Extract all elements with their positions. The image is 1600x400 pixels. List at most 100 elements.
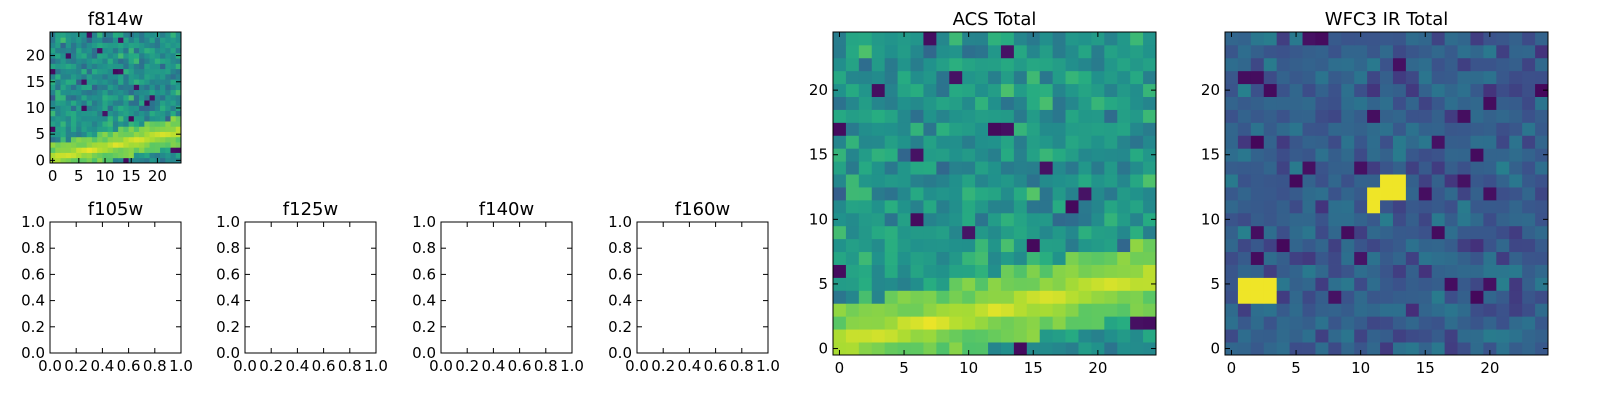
- heatmap-cell: [1104, 277, 1118, 291]
- heatmap-cell: [1380, 199, 1394, 214]
- heatmap-cell: [1418, 32, 1433, 46]
- heatmap-cell: [871, 290, 886, 304]
- heatmap-cell: [1405, 342, 1420, 356]
- heatmap-cell: [1392, 32, 1407, 46]
- heatmap-cell: [1276, 316, 1290, 330]
- heatmap-cell: [86, 110, 93, 117]
- x-tick-label: 20: [148, 167, 167, 185]
- heatmap-cell: [1315, 225, 1329, 240]
- heatmap-cell: [128, 68, 135, 75]
- heatmap-cell: [833, 316, 847, 330]
- heatmap-cell: [1263, 122, 1278, 136]
- heatmap-cell: [1104, 135, 1118, 149]
- heatmap-cell: [128, 115, 135, 122]
- heatmap-cell: [60, 147, 67, 153]
- heatmap-cell: [1225, 32, 1239, 46]
- heatmap-cell: [1470, 122, 1484, 136]
- x-tick-label: 10: [95, 167, 114, 185]
- heatmap-cell: [1000, 174, 1015, 188]
- heatmap-cell: [1052, 70, 1066, 85]
- heatmap-cell: [1026, 122, 1041, 136]
- heatmap-cell: [65, 152, 72, 159]
- heatmap-cell: [884, 174, 898, 188]
- heatmap-cell: [962, 303, 976, 317]
- heatmap-cell: [1302, 83, 1316, 97]
- x-tick-label: 0.8: [534, 357, 558, 375]
- heatmap-cell: [1143, 32, 1157, 46]
- heatmap-cell: [988, 238, 1002, 253]
- heatmap-cell: [1039, 303, 1054, 317]
- heatmap-cell: [884, 122, 898, 136]
- heatmap-cell: [1380, 238, 1394, 253]
- heatmap-cell: [1341, 303, 1355, 317]
- heatmap-cell: [1000, 57, 1015, 72]
- heatmap-cell: [1380, 135, 1394, 149]
- y-tick-label: 0.0: [21, 344, 45, 362]
- heatmap-cell: [170, 32, 177, 38]
- heatmap-cell: [936, 199, 950, 214]
- heatmap-cell: [962, 290, 976, 304]
- heatmap-cell: [144, 42, 150, 49]
- heatmap-cell: [1104, 32, 1118, 46]
- heatmap-cell: [1418, 290, 1433, 304]
- heatmap-cell: [1289, 329, 1303, 343]
- heatmap-cell: [923, 148, 937, 162]
- heatmap-cell: [81, 157, 88, 164]
- heatmap-cell: [910, 251, 924, 265]
- x-tick-label: 0.2: [651, 357, 675, 375]
- heatmap-cell: [1431, 342, 1446, 356]
- heatmap-cell: [1496, 148, 1510, 162]
- heatmap-cell: [1052, 148, 1066, 162]
- heatmap-cell: [91, 42, 98, 49]
- heatmap-cell: [1328, 122, 1342, 136]
- heatmap-cell: [139, 58, 145, 64]
- heatmap-cell: [1117, 251, 1131, 265]
- heatmap-cell: [936, 44, 950, 59]
- heatmap-cell: [1143, 70, 1157, 85]
- heatmap-cell: [1250, 161, 1265, 175]
- heatmap-cell: [65, 142, 72, 148]
- heatmap-cell: [1380, 225, 1394, 240]
- heatmap-cell: [1250, 96, 1265, 110]
- heatmap-cell: [1237, 199, 1252, 214]
- heatmap-cell: [97, 131, 103, 138]
- heatmap-cell: [1354, 96, 1368, 110]
- heatmap-cell: [97, 47, 103, 54]
- heatmap-cell: [1535, 109, 1549, 123]
- heatmap-cell: [1091, 57, 1105, 72]
- heatmap-cell: [1418, 225, 1433, 240]
- heatmap-cell: [1509, 57, 1523, 72]
- heatmap-cell: [1039, 251, 1054, 265]
- heatmap-cell: [1237, 96, 1252, 110]
- heatmap-cell: [1470, 148, 1484, 162]
- heatmap-cell: [858, 316, 873, 330]
- heatmap-cell: [1026, 83, 1041, 97]
- heatmap-cell: [139, 136, 145, 143]
- heatmap-cell: [65, 110, 72, 117]
- heatmap-cell: [897, 83, 911, 97]
- heatmap-cell: [86, 157, 93, 164]
- heatmap-cell: [1392, 238, 1407, 253]
- heatmap-cell: [175, 37, 182, 43]
- heatmap-cell: [123, 52, 129, 59]
- heatmap-cell: [144, 79, 150, 85]
- heatmap-cell: [897, 70, 911, 85]
- heatmap-cell: [118, 73, 124, 80]
- heatmap-cell: [118, 84, 124, 91]
- heatmap-cell: [1052, 316, 1066, 330]
- heatmap-cell: [962, 316, 976, 330]
- heatmap-cell: [871, 174, 886, 188]
- heatmap-cell: [1130, 57, 1144, 72]
- heatmap-cell: [936, 316, 950, 330]
- x-tick-label: 5: [74, 167, 84, 185]
- heatmap-cell: [1405, 70, 1420, 85]
- heatmap-cell: [160, 32, 166, 38]
- heatmap-cell: [123, 79, 129, 85]
- heatmap-cell: [160, 131, 166, 138]
- heatmap-cell: [107, 89, 114, 96]
- heatmap-cell: [1052, 96, 1066, 110]
- heatmap-cell: [988, 277, 1002, 291]
- heatmap-cell: [1444, 161, 1458, 175]
- heatmap-cell: [160, 110, 166, 117]
- heatmap-cell: [1418, 199, 1433, 214]
